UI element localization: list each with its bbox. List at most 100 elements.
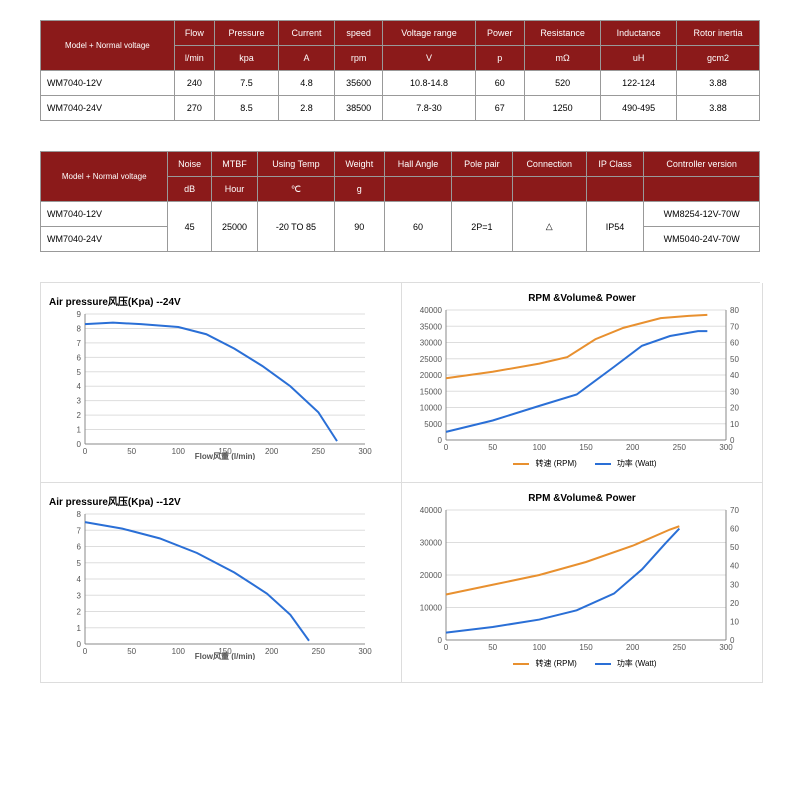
svg-text:100: 100 — [533, 643, 547, 652]
col-unit: rpm — [334, 46, 383, 71]
svg-text:0: 0 — [83, 647, 88, 656]
svg-text:35000: 35000 — [420, 322, 443, 331]
col-header: Resistance — [524, 21, 600, 46]
chart-svg-br: 0100002000030000400000501001502002503000… — [410, 506, 754, 656]
svg-text:0: 0 — [444, 443, 449, 452]
col-header: Rotor inertia — [677, 21, 760, 46]
chart-svg-bl: 012345678050100150200250300Flow风量 (l/min… — [49, 510, 393, 660]
svg-text:60: 60 — [730, 525, 739, 534]
col-unit — [384, 177, 451, 202]
svg-text:50: 50 — [127, 447, 136, 456]
svg-text:250: 250 — [673, 443, 687, 452]
svg-text:250: 250 — [673, 643, 687, 652]
svg-text:50: 50 — [127, 647, 136, 656]
svg-text:1: 1 — [77, 624, 82, 633]
col-header: Power — [475, 21, 524, 46]
svg-text:15000: 15000 — [420, 387, 443, 396]
col-unit — [644, 177, 760, 202]
svg-text:200: 200 — [265, 447, 279, 456]
svg-text:8: 8 — [77, 510, 82, 519]
col-unit — [586, 177, 644, 202]
svg-text:5: 5 — [77, 559, 82, 568]
col-unit: l/min — [174, 46, 214, 71]
svg-text:100: 100 — [172, 647, 186, 656]
col-unit: p — [475, 46, 524, 71]
svg-text:60: 60 — [730, 339, 739, 348]
svg-text:7: 7 — [77, 526, 82, 535]
svg-text:250: 250 — [312, 647, 326, 656]
svg-text:0: 0 — [438, 636, 443, 645]
svg-text:50: 50 — [488, 643, 497, 652]
svg-text:70: 70 — [730, 322, 739, 331]
svg-text:2: 2 — [77, 608, 82, 617]
svg-text:0: 0 — [730, 636, 735, 645]
model-cell: WM7040-12V — [41, 202, 168, 227]
legend-item: 功率 (Watt) — [589, 659, 657, 668]
data-cell: 7.5 — [214, 71, 278, 96]
col-header: Hall Angle — [384, 152, 451, 177]
svg-text:10000: 10000 — [420, 404, 443, 413]
svg-text:50: 50 — [730, 355, 739, 364]
svg-text:30000: 30000 — [420, 539, 443, 548]
col-unit — [452, 177, 513, 202]
model-header: Model + Normal voltage — [41, 21, 175, 71]
svg-text:40000: 40000 — [420, 306, 443, 315]
svg-text:20: 20 — [730, 404, 739, 413]
svg-text:7: 7 — [77, 339, 82, 348]
col-unit: mΩ — [524, 46, 600, 71]
col-unit: A — [279, 46, 335, 71]
svg-text:3: 3 — [77, 591, 82, 600]
svg-text:80: 80 — [730, 306, 739, 315]
model-cell: WM7040-24V — [41, 227, 168, 252]
svg-text:30000: 30000 — [420, 339, 443, 348]
svg-text:0: 0 — [730, 436, 735, 445]
svg-text:70: 70 — [730, 506, 739, 515]
col-header: Weight — [334, 152, 384, 177]
col-header: Voltage range — [383, 21, 475, 46]
data-cell: 3.88 — [677, 71, 760, 96]
col-header: Flow — [174, 21, 214, 46]
col-header: Current — [279, 21, 335, 46]
charts-panel: Air pressure风压(Kpa) --24V 01234567890501… — [40, 282, 760, 683]
svg-text:10: 10 — [730, 617, 739, 626]
chart-svg-tl: 0123456789050100150200250300Flow风量 (l/mi… — [49, 310, 393, 460]
svg-text:1: 1 — [77, 426, 82, 435]
data-cell: 60 — [475, 71, 524, 96]
data-cell: 45 — [168, 202, 212, 252]
col-unit — [512, 177, 586, 202]
data-cell: WM8254-12V-70W — [644, 202, 760, 227]
svg-text:40000: 40000 — [420, 506, 443, 515]
svg-text:0: 0 — [77, 440, 82, 449]
svg-text:Flow风量 (l/min): Flow风量 (l/min) — [195, 451, 256, 460]
legend-item: 转速 (RPM) — [507, 659, 576, 668]
svg-text:0: 0 — [83, 447, 88, 456]
model-header: Model + Normal voltage — [41, 152, 168, 202]
col-unit: V — [383, 46, 475, 71]
svg-text:300: 300 — [358, 647, 372, 656]
data-cell: 490-495 — [601, 96, 677, 121]
chart-pressure-24v: Air pressure风压(Kpa) --24V 01234567890501… — [41, 283, 402, 483]
model-cell: WM7040-24V — [41, 96, 175, 121]
svg-text:9: 9 — [77, 310, 82, 319]
svg-text:5000: 5000 — [424, 420, 442, 429]
chart-rpm-power-12v: RPM &Volume& Power 010000200003000040000… — [402, 483, 763, 683]
svg-text:20: 20 — [730, 599, 739, 608]
data-cell: 1250 — [524, 96, 600, 121]
svg-text:300: 300 — [358, 447, 372, 456]
chart-legend-br: 转速 (RPM) 功率 (Watt) — [410, 658, 754, 669]
data-cell: 240 — [174, 71, 214, 96]
svg-text:Flow风量 (l/min): Flow风量 (l/min) — [195, 651, 256, 660]
svg-text:4: 4 — [77, 382, 82, 391]
data-cell: 3.88 — [677, 96, 760, 121]
col-header: Using Temp — [258, 152, 335, 177]
data-cell: 122-124 — [601, 71, 677, 96]
data-cell: 38500 — [334, 96, 383, 121]
svg-text:0: 0 — [444, 643, 449, 652]
svg-text:100: 100 — [172, 447, 186, 456]
data-cell: 4.8 — [279, 71, 335, 96]
data-cell: 2.8 — [279, 96, 335, 121]
svg-text:30: 30 — [730, 387, 739, 396]
spec-table-2: Model + Normal voltageNoiseMTBFUsing Tem… — [40, 151, 760, 252]
data-cell: 90 — [334, 202, 384, 252]
model-cell: WM7040-12V — [41, 71, 175, 96]
